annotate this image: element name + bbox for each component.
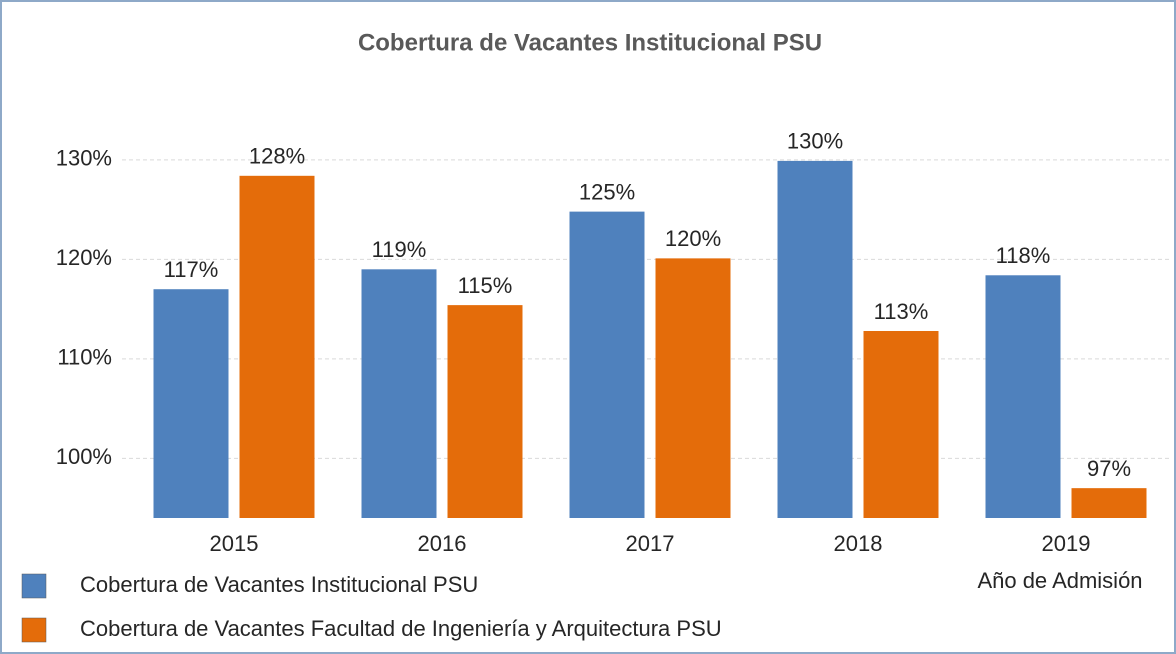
bar — [447, 305, 523, 518]
x-axis-label: Año de Admisión — [977, 568, 1142, 593]
data-label: 120% — [665, 226, 721, 251]
bar — [361, 269, 437, 518]
legend-swatch — [21, 617, 47, 643]
data-label: 115% — [458, 273, 513, 298]
data-label: 125% — [579, 179, 635, 204]
x-tick-label: 2018 — [834, 531, 883, 556]
chart-title: Cobertura de Vacantes Institucional PSU — [358, 29, 822, 56]
legend-label: Cobertura de Vacantes Facultad de Ingeni… — [80, 616, 722, 641]
data-label: 113% — [874, 299, 929, 324]
y-tick-label: 100% — [56, 444, 112, 469]
legend-label: Cobertura de Vacantes Institucional PSU — [80, 572, 478, 597]
y-tick-label: 130% — [56, 146, 112, 171]
bar — [569, 211, 645, 519]
data-label: 118% — [996, 243, 1051, 268]
bar — [655, 258, 731, 518]
legend-swatch — [21, 573, 47, 599]
data-label: 117% — [164, 257, 219, 282]
y-tick-label: 110% — [57, 345, 112, 370]
x-tick-label: 2016 — [418, 531, 467, 556]
x-tick-label: 2019 — [1042, 531, 1091, 556]
bar — [777, 160, 853, 519]
data-label: 128% — [249, 144, 305, 169]
x-tick-label: 2015 — [210, 531, 259, 556]
data-label: 119% — [372, 237, 427, 262]
bar — [1071, 488, 1147, 518]
bar — [985, 275, 1061, 518]
y-tick-label: 120% — [56, 245, 112, 270]
bar — [239, 175, 315, 518]
bar — [863, 330, 939, 518]
bar — [153, 289, 229, 518]
data-label: 97% — [1087, 456, 1131, 481]
x-tick-label: 2017 — [626, 531, 675, 556]
data-label: 130% — [787, 129, 843, 154]
